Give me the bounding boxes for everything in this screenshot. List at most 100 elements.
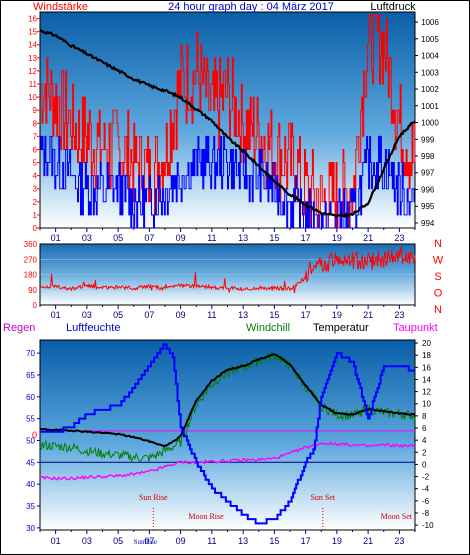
hour-tick-label: 01 [51, 233, 61, 243]
pressure-tick-label: 994 [421, 219, 435, 228]
temperature-tick-label: 6 [422, 424, 427, 433]
pressure-tick-label: 1000 [421, 119, 439, 128]
hour-tick-label: 19 [332, 310, 342, 320]
temperature-tick-label: 0 [422, 460, 427, 469]
rain-zero-marker: 0 [32, 430, 37, 440]
graph-title: 24 hour graph day : 04 März 2017 [168, 1, 334, 13]
wind-speed-tick-label: 13 [28, 54, 37, 63]
humidity-tick-label: 65 [26, 371, 35, 380]
hour-tick-label: 11 [207, 233, 216, 243]
temperature-tick-label: 20 [422, 339, 431, 348]
pressure-tick-label: 997 [421, 169, 435, 178]
humidity-tick-label: 35 [26, 502, 35, 511]
pressure-axis-title: Luftdruck [370, 1, 416, 13]
hour-tick-label: 09 [176, 310, 186, 320]
hour-tick-label: 01 [51, 536, 61, 546]
pressure-tick-label: 1004 [421, 52, 439, 61]
wind-direction-tick-labels: 0 90 180 270 360 01 03 05 07 09 11 13 15 17 19 21 23 [24, 240, 416, 320]
temperature-tick-label: 4 [422, 436, 427, 445]
hour-tick-label: 09 [176, 233, 186, 243]
pressure-tick-label: 995 [421, 202, 435, 211]
hour-tick-label: 07 [144, 536, 154, 546]
wind-speed-tick-label: 15 [28, 28, 37, 37]
moon-set-label: Moon Set [381, 512, 413, 521]
hour-tick-label: 11 [207, 536, 216, 546]
temperature-tick-label: 16 [422, 363, 431, 372]
rain-legend: Regen [3, 322, 35, 334]
hour-tick-label: 07 [144, 233, 154, 243]
temperature-tick-label: 2 [422, 448, 427, 457]
pressure-tick-label: 996 [421, 185, 435, 194]
wind-direction-series [39, 245, 416, 293]
wind-mean-line [40, 135, 415, 229]
wind-speed-tick-label: 6 [33, 145, 38, 154]
hour-tick-label: 11 [207, 310, 216, 320]
temperature-series [39, 343, 416, 525]
sun-rise-axis-label: SunRise [134, 538, 157, 546]
humidity-legend: Luftfeuchte [66, 322, 120, 334]
direction-tick-label: 180 [24, 271, 38, 280]
direction-tick-label: 360 [24, 240, 38, 249]
moon-rise-label: Moon Rise [188, 512, 224, 521]
pressure-tick-label: 1003 [421, 68, 439, 77]
hour-tick-label: 17 [301, 233, 311, 243]
pressure-line [39, 29, 416, 219]
dewpoint-line [39, 440, 416, 481]
hour-tick-label: 03 [82, 310, 92, 320]
temperature-tick-label: 18 [422, 351, 431, 360]
wind-pressure-tick-labels: 0123456789101112131415169949959969979989… [28, 15, 439, 243]
wind-speed-tick-label: 12 [28, 67, 37, 76]
hour-tick-label: 15 [269, 536, 279, 546]
humidity-tick-label: 45 [26, 458, 35, 467]
sun-moon-annotations: Sun Rise Moon Rise Sun Set Moon Set SunRise [134, 493, 413, 546]
wind-direction-line [39, 245, 416, 293]
pressure-tick-label: 1001 [421, 102, 439, 111]
hour-tick-label: 15 [269, 310, 279, 320]
temperature-tick-label: 14 [422, 375, 431, 384]
compass-label: W [433, 255, 444, 267]
compass-label: N [434, 238, 442, 250]
compass-label: S [434, 271, 441, 283]
hour-tick-label: 05 [113, 310, 123, 320]
hour-tick-label: 07 [144, 310, 154, 320]
pressure-tick-label: 999 [421, 135, 435, 144]
hour-tick-label: 13 [238, 233, 248, 243]
humidity-tick-label: 50 [26, 436, 35, 445]
wind-speed-tick-label: 10 [28, 93, 37, 102]
temperature-tick-label: -2 [422, 473, 430, 482]
hour-tick-label: 05 [113, 536, 123, 546]
pressure-tick-label: 1002 [421, 85, 439, 94]
humidity-line [40, 343, 415, 525]
pressure-tick-label: 1006 [421, 18, 439, 27]
humidity-tick-label: 70 [26, 349, 35, 358]
hour-tick-label: 13 [238, 536, 248, 546]
wind-speed-tick-label: 8 [33, 119, 38, 128]
direction-tick-label: 270 [24, 255, 38, 264]
hour-tick-label: 17 [301, 536, 311, 546]
hour-tick-label: 17 [301, 310, 311, 320]
temperature-tick-label: 12 [422, 388, 431, 397]
pressure-tick-label: 998 [421, 152, 435, 161]
sun-rise-label: Sun Rise [139, 493, 168, 502]
hour-tick-label: 23 [394, 310, 404, 320]
dewpoint-legend: Taupunkt [393, 322, 438, 334]
pressure-tick-label: 1005 [421, 35, 439, 44]
hour-tick-label: 15 [269, 233, 279, 243]
temperature-tick-label: 8 [422, 412, 427, 421]
temperature-legend: Temperatur [313, 322, 369, 334]
hour-tick-label: 13 [238, 310, 248, 320]
hour-tick-label: 03 [82, 233, 92, 243]
hour-tick-label: 05 [113, 233, 123, 243]
windchill-legend: Windchill [246, 322, 290, 334]
direction-tick-label: 0 [33, 301, 38, 310]
wind-speed-tick-label: 4 [33, 172, 38, 181]
temperature-tick-label: 10 [422, 400, 431, 409]
temperature-tick-label: -8 [422, 509, 430, 518]
hour-tick-label: 23 [394, 233, 404, 243]
temperature-tick-label: -10 [422, 521, 434, 530]
hour-tick-label: 23 [394, 536, 404, 546]
wind-speed-axis-title: Windstärke [33, 1, 88, 13]
wind-speed-tick-label: 3 [33, 185, 38, 194]
